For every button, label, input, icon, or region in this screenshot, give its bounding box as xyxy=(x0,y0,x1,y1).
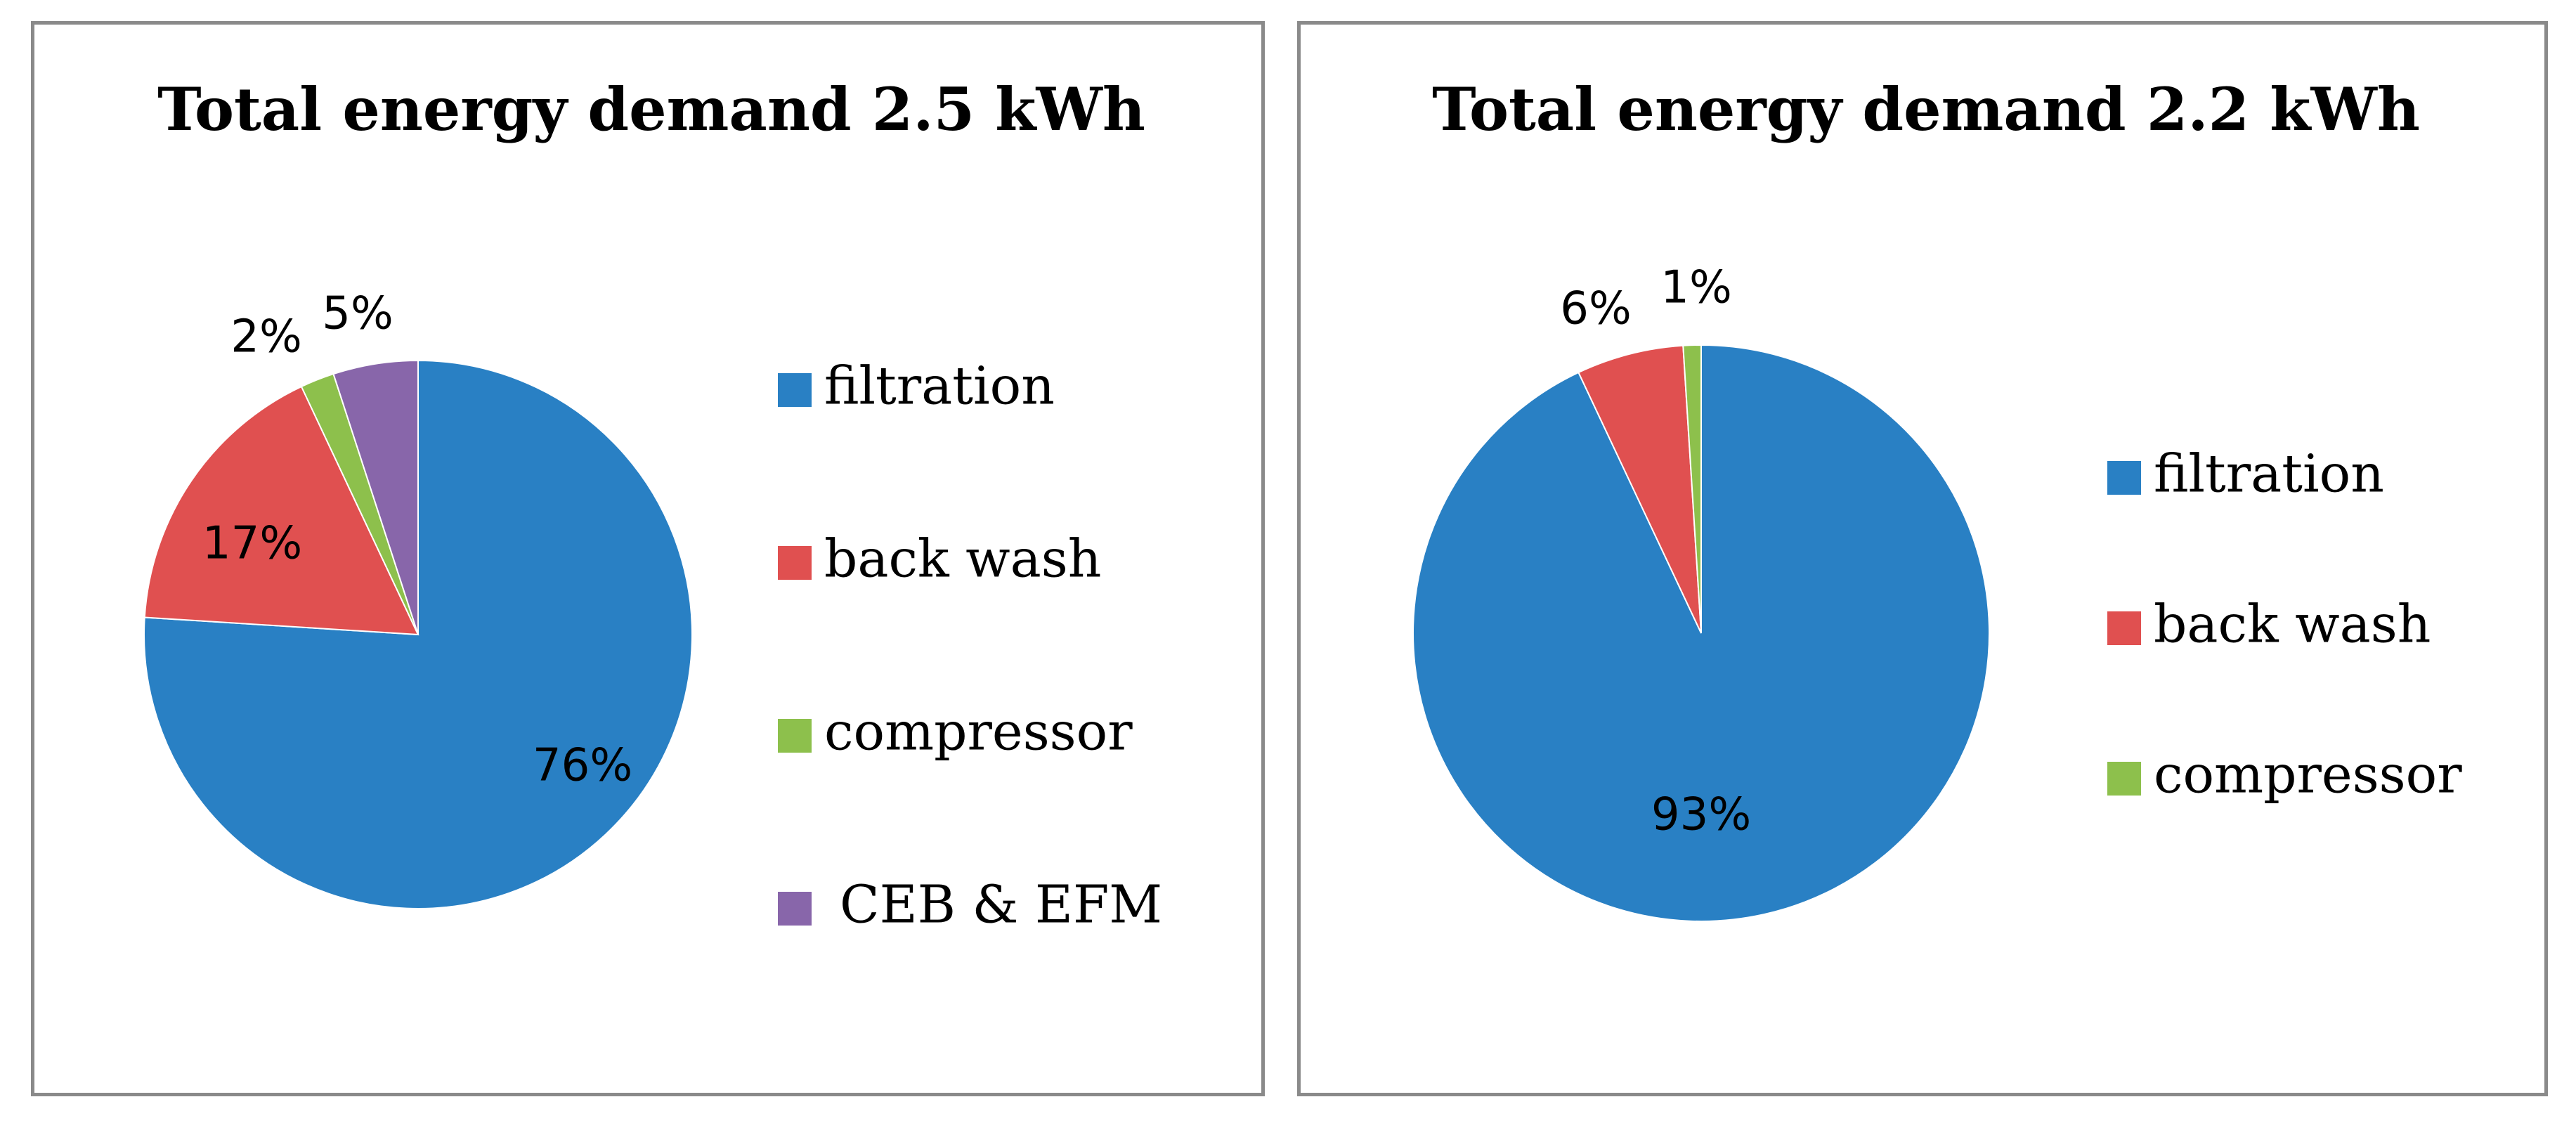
pie-slice-back-wash xyxy=(1578,344,1702,634)
legend-swatch-filtration xyxy=(778,373,812,407)
data-label-back-wash: 6% xyxy=(1560,283,1632,335)
legend-label-filtration: filtration xyxy=(2154,443,2384,504)
pie-slice-ceb-efm xyxy=(332,359,419,635)
legend-swatch-back-wash xyxy=(2107,611,2141,645)
chart-title: Total energy demand 2.5 kWh xyxy=(157,74,1145,144)
legend-swatch-ceb-efm xyxy=(778,892,812,926)
chart-panel-2: Total energy demand 2.2 kWh 93% 6% 1% filt… xyxy=(1297,21,2548,1096)
legend-swatch-back-wash xyxy=(778,546,812,580)
legend-label-ceb-efm: CEB & EFM xyxy=(840,874,1162,935)
data-label-compressor: 1% xyxy=(1660,262,1732,314)
chart-title: Total energy demand 2.2 kWh xyxy=(1432,74,2420,144)
data-label-compressor: 2% xyxy=(230,311,302,363)
pie-chart-1: Total energy demand 2.5 kWh 76% 17% 2% 5% f… xyxy=(143,74,1162,935)
pie-slice-back-wash xyxy=(143,385,419,636)
legend-label-compressor: compressor xyxy=(824,701,1133,762)
pie-chart-2: Total energy demand 2.2 kWh 93% 6% 1% filt… xyxy=(1412,74,2462,922)
chart-panel-1: Total energy demand 2.5 kWh 76% 17% 2% 5% f… xyxy=(31,21,1265,1096)
data-label-filtration: 76% xyxy=(533,740,632,792)
pie-slice-compressor xyxy=(1682,344,1702,634)
legend-swatch-filtration xyxy=(2107,461,2141,495)
data-label-back-wash: 17% xyxy=(202,518,302,570)
data-label-ceb-efm: 5% xyxy=(322,288,393,340)
legend-label-back-wash: back wash xyxy=(2154,594,2431,654)
legend-swatch-compressor xyxy=(778,719,812,753)
legend-label-back-wash: back wash xyxy=(824,528,1101,589)
legend-swatch-compressor xyxy=(2107,762,2141,796)
legend-label-filtration: filtration xyxy=(824,356,1055,416)
legend-label-compressor: compressor xyxy=(2154,744,2462,805)
data-label-filtration: 93% xyxy=(1651,789,1751,841)
